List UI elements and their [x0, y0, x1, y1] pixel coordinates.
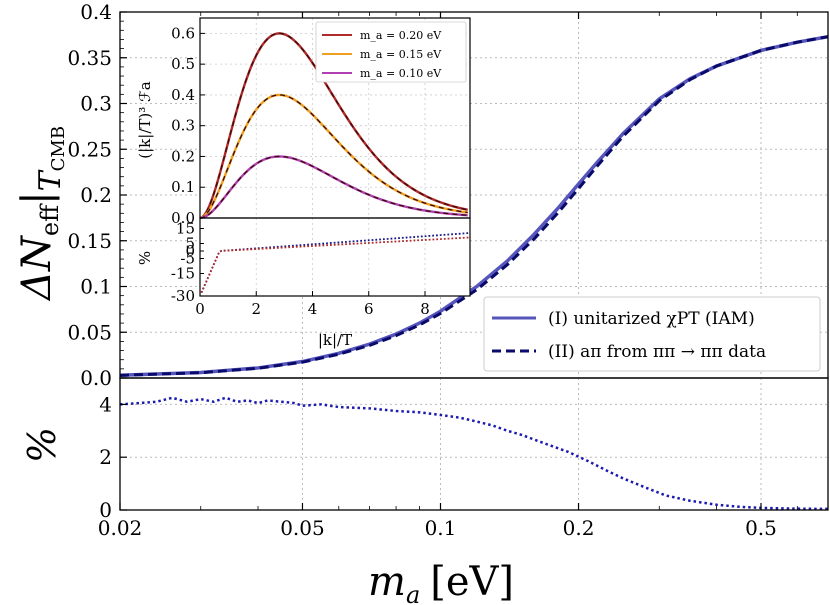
y-tick-label: 2	[99, 445, 112, 469]
inset-curve-dashed-3	[199, 155, 468, 219]
inset-residual-1	[200, 232, 470, 294]
inset-lower-y-tick-label: -5	[180, 250, 195, 268]
ylabel-cmb: CMB	[48, 126, 69, 171]
inset-lower-y-tick-label: -15	[171, 265, 195, 283]
inset-x-tick-label: 4	[308, 300, 318, 318]
y-tick-label: 0.0	[80, 366, 112, 390]
y-tick-label: 0.2	[80, 183, 112, 207]
main-legend: (I) unitarized χPT (IAM) (II) aπ from ππ …	[483, 296, 821, 372]
inset-x-tick-label: 2	[251, 300, 261, 318]
x-tick-label: 0.02	[98, 516, 143, 540]
inset-curve-dashed-2	[199, 94, 468, 219]
x-tick-label: 0.2	[563, 516, 595, 540]
inset-x-tick-label: 0	[195, 300, 205, 318]
y-tick-label: 0.4	[80, 0, 112, 24]
main-top-panel: 0.00.050.10.150.20.250.30.350.4(I) unita…	[67, 0, 829, 390]
inset-x-tick-label: 8	[420, 300, 430, 318]
xlabel-m: m	[368, 559, 406, 605]
main-bottom-frame	[119, 377, 829, 511]
legend-label-1: (I) unitarized χPT (IAM)	[548, 309, 755, 329]
inset-legend-box	[315, 21, 467, 83]
x-tick-label: 0.05	[280, 516, 325, 540]
inset-y-tick-label: 0.1	[171, 178, 195, 196]
main-ylabel-delta: ΔNeff|TCMB	[14, 126, 69, 302]
inset-lower-ylabel: %	[136, 251, 154, 265]
inset-ylabel: (|k|/T)³ ℱa	[136, 81, 154, 159]
ylabel-eff: eff	[36, 203, 64, 236]
inset-lower-y-tick-label: 0	[185, 242, 195, 260]
series-line-2	[119, 35, 829, 377]
inset-lower-y-tick-label: 5	[185, 235, 195, 253]
inset-legend-label-1: m_a = 0.20 eV	[360, 29, 442, 42]
y-tick-label: 0.25	[67, 137, 112, 161]
inset-lower-y-tick-label: -30	[171, 287, 195, 305]
inset-x-tick-label: 6	[364, 300, 374, 318]
main-legend-box	[483, 296, 821, 372]
ylabel-bar: |	[14, 191, 60, 204]
ylabel-t: T	[33, 169, 68, 191]
y-tick-label: 4	[99, 392, 112, 416]
inset-y-tick-label: 0.6	[171, 24, 195, 42]
inset-y-tick-label: 0.0	[171, 209, 195, 227]
y-tick-label: 0.3	[80, 92, 112, 116]
xlabel-unit: [eV]	[430, 559, 514, 605]
y-tick-label: 0.05	[67, 320, 112, 344]
inset-bottom-frame	[199, 217, 471, 297]
inset-curve-dashed-1	[199, 32, 468, 219]
main-xlabel: ma [eV]	[368, 559, 514, 605]
y-tick-label: 0.15	[67, 229, 112, 253]
inset-lower-y-tick-label: 15	[176, 220, 195, 238]
y-tick-label: 0	[99, 498, 112, 522]
difference-line	[119, 396, 829, 511]
xlabel-a: a	[406, 581, 420, 605]
inset-y-tick-label: 0.4	[171, 86, 195, 104]
inset-legend: m_a = 0.20 eV m_a = 0.15 eV m_a = 0.10 eV	[315, 21, 467, 83]
y-tick-label: 0.35	[67, 46, 112, 70]
ylabel-dn: ΔN	[14, 234, 60, 302]
inset-xlabel: |k|/T	[318, 331, 352, 349]
x-tick-label: 0.1	[425, 516, 457, 540]
lower-ylabel: %	[20, 427, 64, 463]
x-tick-label: 0.5	[745, 516, 777, 540]
inset-legend-label-2: m_a = 0.15 eV	[360, 48, 442, 61]
inset-residual-2	[200, 236, 470, 294]
inset-legend-label-3: m_a = 0.10 eV	[360, 67, 442, 80]
main-bottom-panel: 0 2 4 0.02 0.05 0.1 0.2 0.5	[98, 377, 829, 540]
y-tick-label: 0.1	[80, 275, 112, 299]
inset-y-tick-label: 0.3	[171, 117, 195, 135]
legend-label-2: (II) aπ from ππ → ππ data	[548, 342, 766, 362]
inset-y-tick-label: 0.5	[171, 55, 195, 73]
inset-y-tick-label: 0.2	[171, 147, 195, 165]
